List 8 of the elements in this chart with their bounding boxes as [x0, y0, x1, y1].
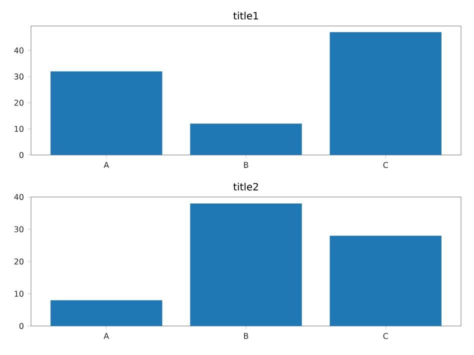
bar	[190, 124, 302, 155]
chart-title: title2	[233, 182, 258, 191]
bar	[190, 203, 302, 326]
bar	[330, 236, 442, 326]
bar	[50, 71, 162, 155]
bar	[50, 300, 162, 326]
chart-title: title1	[233, 12, 258, 20]
bar	[330, 32, 442, 155]
